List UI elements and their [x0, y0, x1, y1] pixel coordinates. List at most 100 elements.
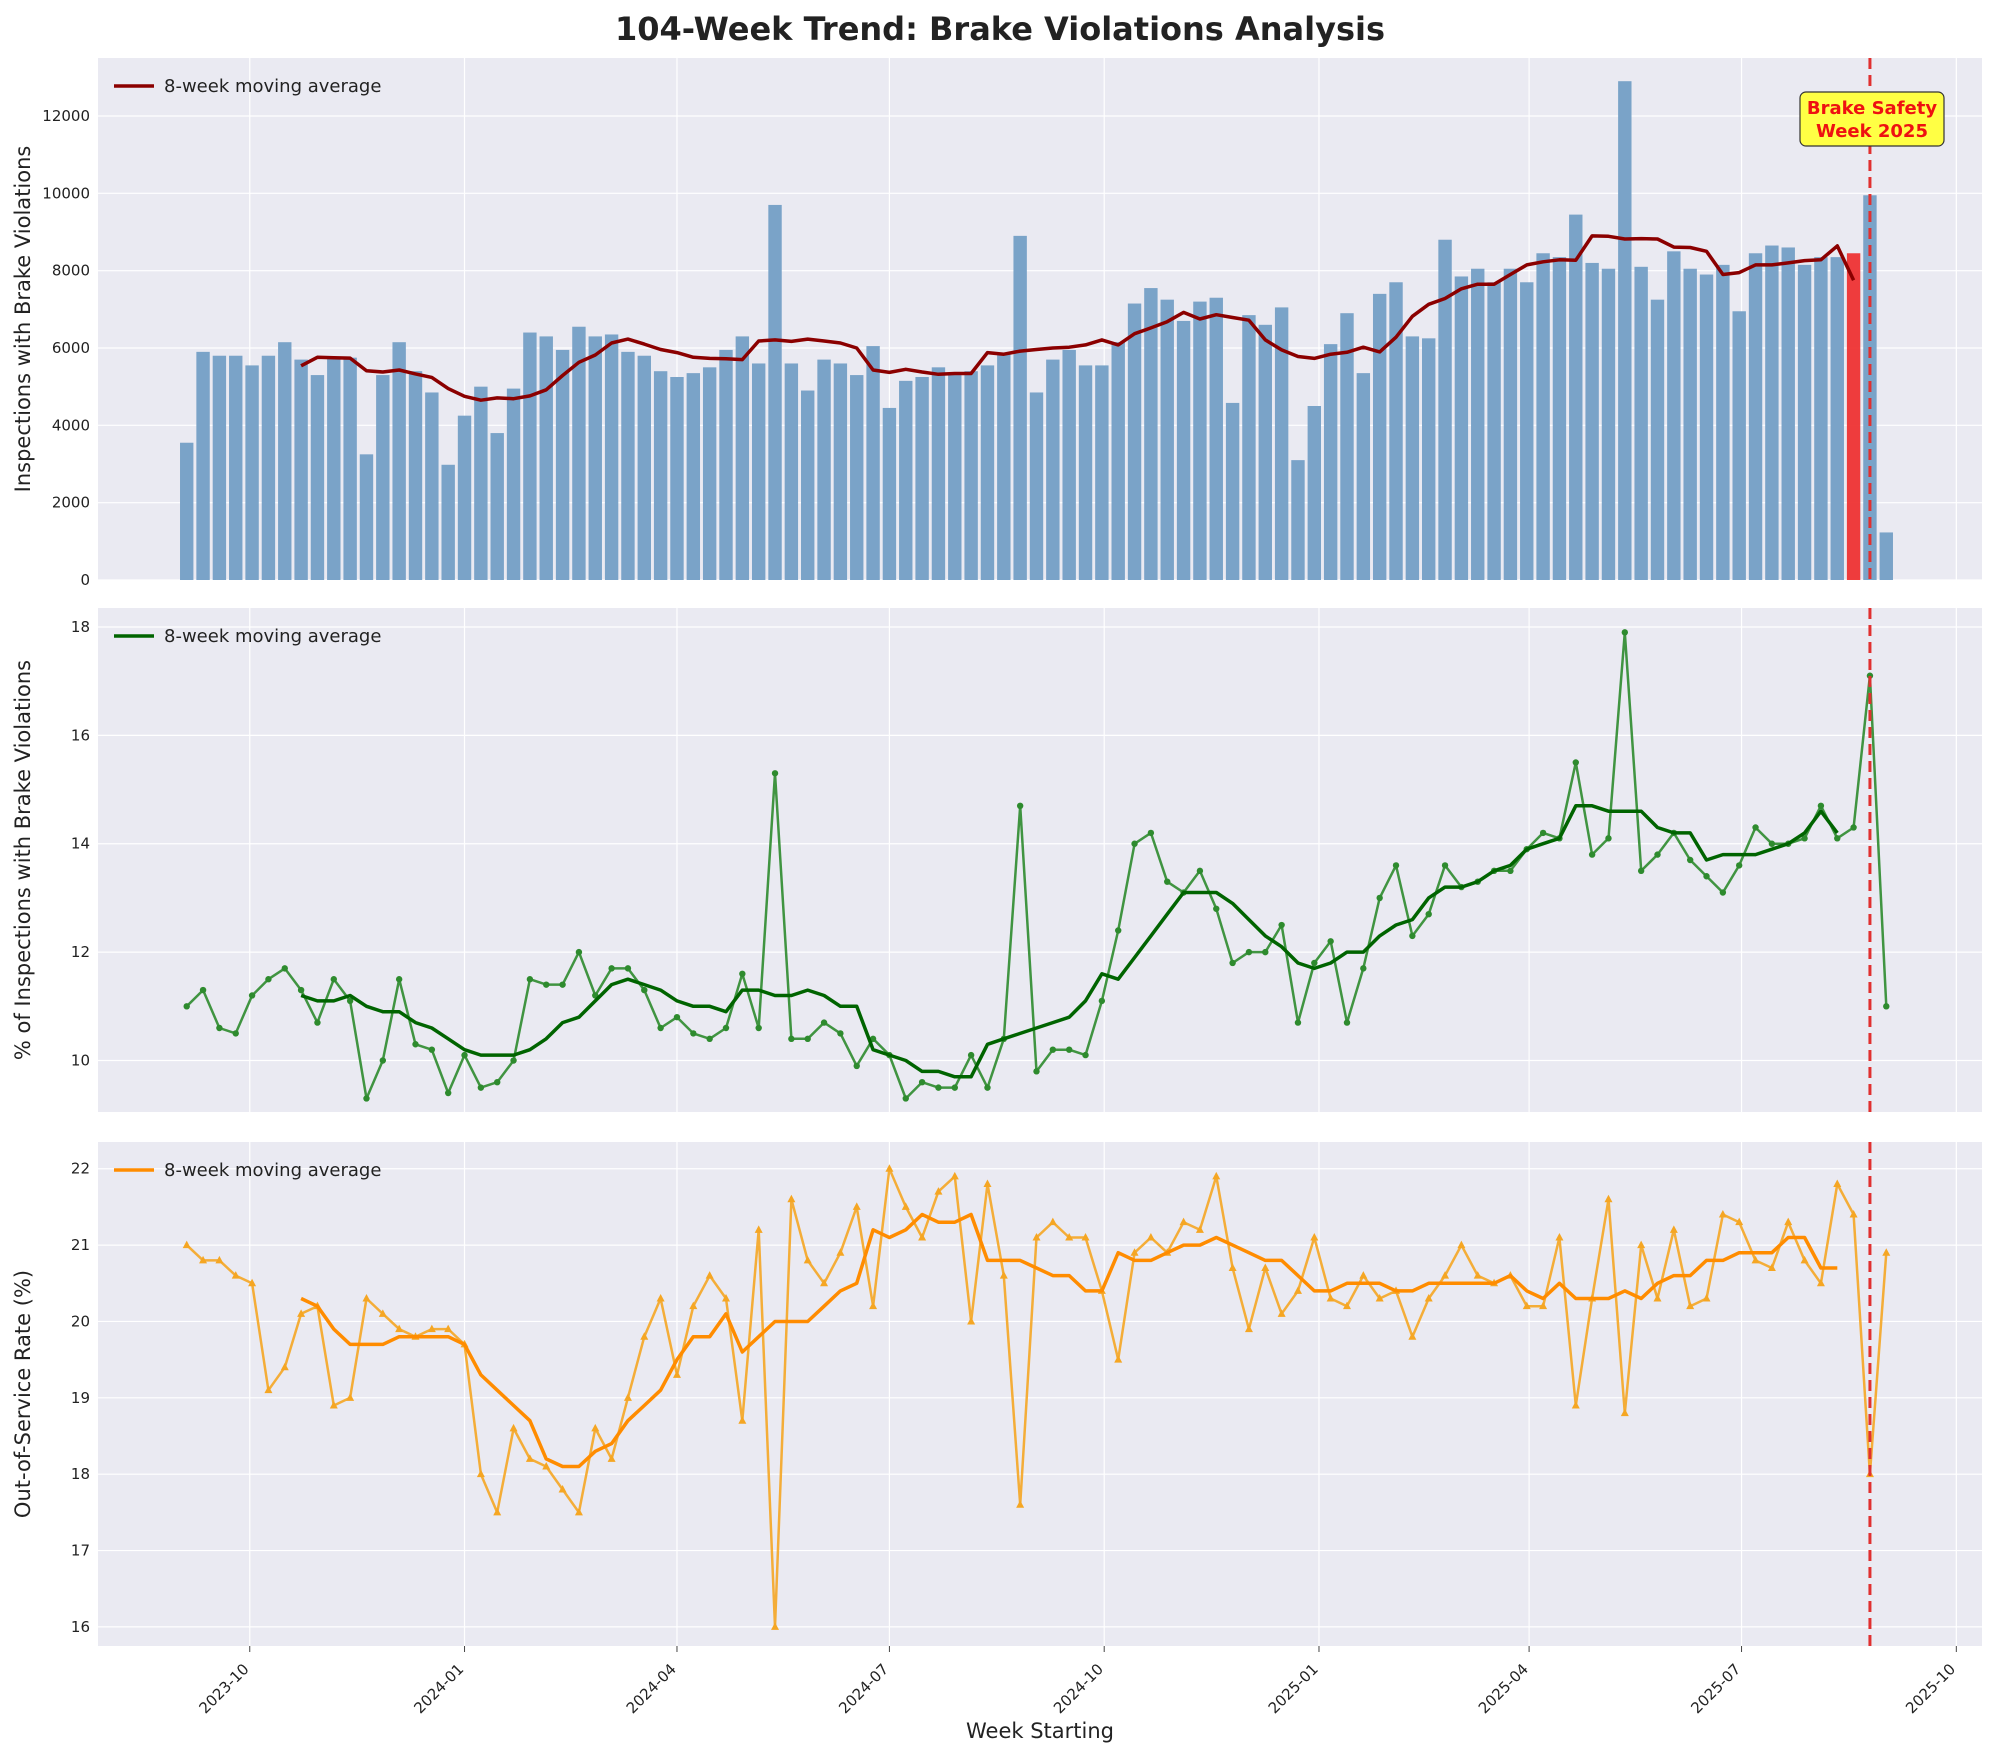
data-point: [591, 1423, 600, 1432]
data-point: [1195, 1225, 1204, 1233]
data-point: [902, 1095, 909, 1102]
bar: [1748, 253, 1763, 580]
bar: [964, 371, 978, 580]
data-point: [395, 1324, 404, 1333]
data-point: [706, 1035, 713, 1043]
data-point: [248, 1278, 257, 1287]
data-point: [1049, 1046, 1057, 1053]
bar: [1471, 268, 1485, 580]
data-point: [1866, 672, 1874, 679]
data-point: [836, 1248, 845, 1256]
annotation-line-1: Brake Safety: [1807, 98, 1937, 119]
data-point: [624, 965, 632, 972]
data-point: [837, 1030, 844, 1037]
bar: [1536, 253, 1550, 580]
data-point: [869, 1301, 878, 1310]
data-point: [476, 1469, 485, 1478]
bar: [1585, 262, 1599, 580]
y-tick-label: 22: [71, 1160, 90, 1178]
bar: [637, 355, 651, 580]
data-point: [787, 1194, 796, 1203]
data-point: [885, 1164, 894, 1172]
data-point: [1409, 932, 1416, 940]
panel-brake-violation-percent: 10 12 14 16 18 % of Inspections with Brake Vi…: [11, 608, 1982, 1112]
bar: [1650, 299, 1665, 580]
y-tick-label: 21: [71, 1236, 90, 1254]
y-tick-label: 4000: [52, 416, 90, 434]
bar: [1340, 313, 1354, 580]
bar: [1046, 359, 1060, 580]
data-point: [640, 1332, 649, 1340]
x-tick-label: 2025-10: [1902, 1660, 1959, 1717]
bar: [997, 353, 1011, 580]
bar: [474, 386, 488, 580]
data-point: [983, 1179, 992, 1187]
data-point: [1539, 1301, 1548, 1310]
bar: [1078, 365, 1093, 580]
data-point: [1621, 629, 1629, 636]
bar: [457, 415, 472, 580]
data-point: [1408, 1332, 1417, 1340]
bar: [1699, 274, 1714, 580]
bar: [261, 355, 276, 580]
bar: [1797, 264, 1812, 580]
data-point: [1703, 873, 1710, 880]
bar: [196, 351, 210, 580]
data-point: [804, 1035, 811, 1043]
data-point: [1686, 1301, 1695, 1310]
data-point: [559, 981, 566, 988]
data-point: [1081, 1232, 1090, 1241]
panel-brake-violation-count: 0 2000 4000 6000 8000 10000 12000 Inspections w…: [11, 58, 1982, 589]
data-point: [1571, 1400, 1580, 1409]
data-point: [1816, 1278, 1825, 1287]
data-point: [558, 1484, 567, 1493]
x-axis: 2023-10 2024-01 2024-04 2024-07 2024-10 2025-…: [196, 1646, 1959, 1743]
data-point: [1311, 959, 1318, 967]
data-point: [477, 1084, 485, 1091]
data-point: [329, 1400, 338, 1409]
data-point: [1653, 1294, 1662, 1302]
x-tick-label: 2025-01: [1265, 1660, 1322, 1717]
moving-average-line: [300, 804, 1839, 1079]
data-point: [1637, 867, 1645, 875]
data-point: [1065, 1232, 1074, 1241]
data-point: [395, 976, 403, 983]
data-point: [1833, 1179, 1842, 1187]
bar: [1144, 288, 1158, 580]
plot-area: [98, 608, 1982, 1112]
figure-title: 104-Week Trend: Brake Violations Analysi…: [615, 10, 1385, 48]
bar: [1095, 365, 1109, 580]
data-point: [1245, 948, 1253, 956]
data-point: [314, 1019, 321, 1026]
data-point: [607, 1454, 616, 1462]
bar: [1683, 268, 1697, 580]
bar: [1634, 266, 1648, 580]
data-point: [754, 1225, 763, 1233]
data-point: [265, 976, 272, 983]
bar: [343, 357, 357, 580]
data-point: [575, 948, 583, 956]
data-point: [1310, 1232, 1319, 1241]
bar: [1438, 239, 1452, 580]
data-point: [215, 1255, 224, 1264]
data-point: [199, 986, 207, 994]
bar: [751, 363, 766, 580]
data-point: [280, 1362, 289, 1371]
bar: [441, 464, 455, 580]
data-point: [346, 1393, 355, 1401]
bar: [1307, 406, 1322, 580]
data-point: [1130, 1248, 1139, 1256]
data-point: [281, 965, 288, 972]
bar: [1160, 299, 1174, 580]
bar: [899, 380, 913, 580]
data-point: [918, 1078, 926, 1086]
data-point: [199, 1255, 208, 1264]
bar: [1274, 307, 1289, 580]
y-axis-label: Inspections with Brake Violations: [11, 146, 35, 493]
data-point: [1278, 921, 1285, 929]
data-point: [543, 981, 550, 988]
bar: [1291, 460, 1305, 580]
data-point: [1327, 938, 1334, 945]
bar: [948, 375, 962, 580]
data-point: [444, 1089, 452, 1097]
